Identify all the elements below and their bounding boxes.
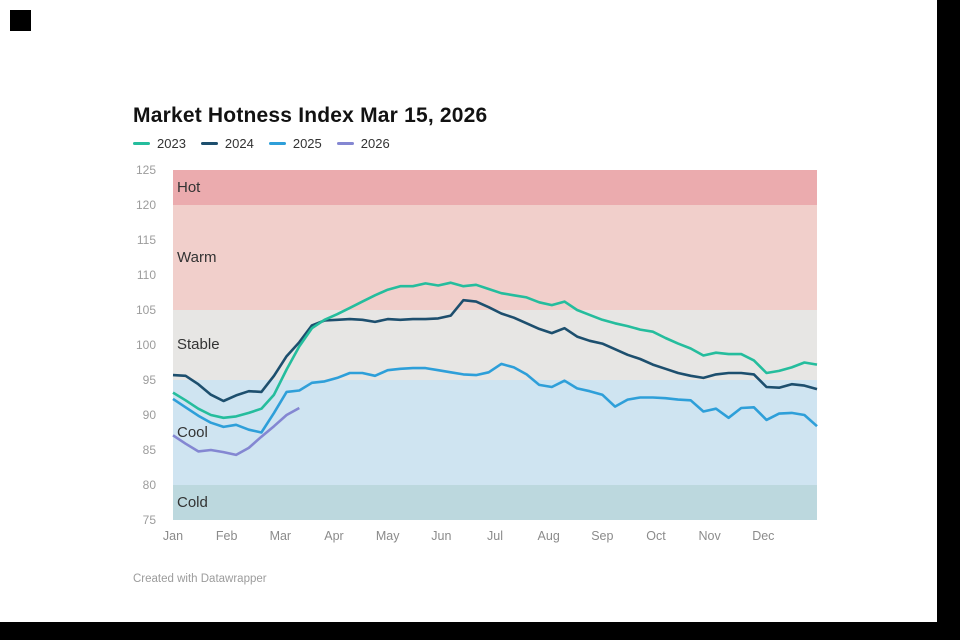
band-warm xyxy=(173,205,817,310)
x-tick-mar: Mar xyxy=(269,529,292,543)
legend-line-swatch xyxy=(268,141,286,145)
band-cold xyxy=(173,485,817,520)
x-tick-oct: Oct xyxy=(646,529,666,543)
band-hot xyxy=(173,170,817,205)
band-label-warm: Warm xyxy=(177,248,217,266)
y-tick-105: 105 xyxy=(135,303,156,317)
legend-item-2025: 2025 xyxy=(268,135,322,151)
x-tick-sep: Sep xyxy=(591,529,614,543)
y-tick-90: 90 xyxy=(142,408,156,422)
series-line-2026 xyxy=(172,406,300,457)
attribution-text: Created with Datawrapper xyxy=(133,573,267,585)
screen-edge-bottom xyxy=(0,622,960,640)
band-label-cool: Cool xyxy=(177,423,208,441)
x-tick-may: May xyxy=(375,529,400,543)
chart-title: Market Hotness Index Mar 15, 2026 xyxy=(133,104,488,128)
x-tick-jun: Jun xyxy=(431,529,452,543)
band-label-hot: Hot xyxy=(177,178,201,196)
line-chart-plot-area xyxy=(172,170,818,520)
x-tick-aug: Aug xyxy=(537,529,560,543)
x-tick-nov: Nov xyxy=(698,529,721,543)
legend-line-swatch xyxy=(133,141,150,145)
legend-label: 2025 xyxy=(292,135,322,151)
series-line-2024 xyxy=(172,298,818,403)
x-tick-apr: Apr xyxy=(324,529,344,543)
band-label-cold: Cold xyxy=(177,493,208,511)
band-cool xyxy=(173,380,817,485)
y-tick-120: 120 xyxy=(135,198,156,212)
legend-item-2024: 2024 xyxy=(200,135,254,151)
y-tick-75: 75 xyxy=(142,513,156,527)
legend-item-2023: 2023 xyxy=(133,136,186,151)
legend-item-2026: 2026 xyxy=(336,135,390,151)
screen-edge-right xyxy=(937,0,960,640)
series-line-2023 xyxy=(172,281,818,420)
y-tick-95: 95 xyxy=(142,373,156,387)
x-tick-jan: Jan xyxy=(162,529,184,543)
y-tick-110: 110 xyxy=(136,268,156,282)
legend-line-swatch xyxy=(336,141,354,145)
y-tick-85: 85 xyxy=(142,443,156,457)
band-label-stable: Stable xyxy=(177,336,220,353)
series-line-2025 xyxy=(172,362,818,434)
legend-label: 2026 xyxy=(360,135,390,151)
x-tick-feb: Feb xyxy=(215,529,238,543)
chart-legend: 2023 2024 2025 2026 xyxy=(133,134,390,152)
y-tick-100: 100 xyxy=(135,338,156,352)
screen-corner-block xyxy=(10,10,31,31)
y-tick-80: 80 xyxy=(142,478,156,492)
legend-label: 2024 xyxy=(224,135,254,151)
x-tick-jul: Jul xyxy=(487,529,503,543)
y-tick-125: 125 xyxy=(135,163,156,177)
x-tick-dec: Dec xyxy=(752,529,775,543)
y-tick-115: 115 xyxy=(136,233,156,247)
legend-line-swatch xyxy=(200,141,218,145)
legend-label: 2023 xyxy=(157,135,186,151)
